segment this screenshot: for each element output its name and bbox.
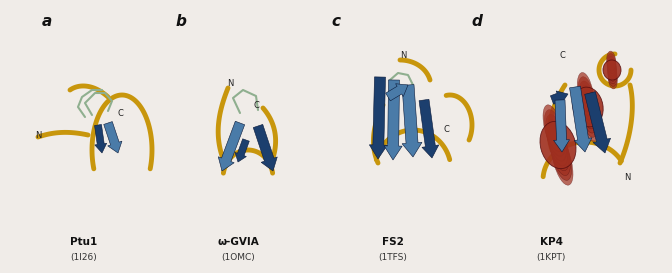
Ellipse shape	[578, 77, 594, 116]
Polygon shape	[570, 86, 592, 152]
Text: C: C	[253, 102, 259, 111]
Text: N: N	[227, 79, 233, 88]
Polygon shape	[386, 84, 408, 101]
Polygon shape	[419, 99, 439, 158]
Ellipse shape	[607, 64, 617, 84]
Ellipse shape	[603, 60, 621, 80]
Text: C: C	[117, 108, 123, 117]
Text: (1TFS): (1TFS)	[379, 254, 407, 262]
Ellipse shape	[548, 124, 569, 171]
Ellipse shape	[608, 66, 617, 86]
Ellipse shape	[608, 69, 618, 89]
Ellipse shape	[547, 119, 568, 166]
Ellipse shape	[573, 87, 603, 127]
Ellipse shape	[550, 129, 571, 176]
Text: N: N	[35, 130, 41, 140]
Text: d: d	[472, 14, 482, 29]
Polygon shape	[253, 124, 278, 171]
Ellipse shape	[577, 73, 593, 112]
Ellipse shape	[580, 89, 597, 129]
Text: c: c	[331, 14, 341, 29]
Ellipse shape	[552, 139, 573, 185]
Ellipse shape	[579, 81, 595, 120]
Polygon shape	[585, 92, 611, 153]
Text: KP4: KP4	[540, 237, 562, 247]
Ellipse shape	[607, 56, 616, 76]
Ellipse shape	[540, 121, 576, 169]
Text: Ptu1: Ptu1	[71, 237, 97, 247]
Text: a: a	[42, 14, 52, 29]
Ellipse shape	[607, 54, 616, 73]
Ellipse shape	[551, 134, 572, 180]
Text: FS2: FS2	[382, 237, 404, 247]
Text: (1I26): (1I26)	[71, 254, 97, 262]
Polygon shape	[550, 91, 568, 104]
Text: ω-GVIA: ω-GVIA	[218, 237, 259, 247]
Ellipse shape	[579, 85, 596, 125]
Polygon shape	[103, 121, 122, 153]
Text: C: C	[559, 51, 565, 60]
Polygon shape	[95, 124, 107, 153]
Ellipse shape	[607, 51, 616, 71]
Text: C: C	[443, 126, 449, 135]
Ellipse shape	[581, 94, 597, 133]
Polygon shape	[235, 139, 249, 162]
Ellipse shape	[607, 61, 617, 81]
Ellipse shape	[546, 114, 566, 161]
Text: b: b	[176, 14, 187, 29]
Text: (1OMC): (1OMC)	[222, 254, 255, 262]
Polygon shape	[218, 121, 245, 171]
Polygon shape	[370, 77, 387, 159]
Ellipse shape	[583, 102, 599, 141]
Text: (1KPT): (1KPT)	[536, 254, 566, 262]
Ellipse shape	[607, 59, 616, 79]
Polygon shape	[402, 85, 422, 157]
Text: N: N	[400, 51, 406, 60]
Polygon shape	[384, 80, 402, 160]
Ellipse shape	[544, 110, 565, 156]
Text: N: N	[624, 173, 630, 182]
Ellipse shape	[543, 105, 564, 152]
Ellipse shape	[582, 98, 598, 137]
Polygon shape	[554, 100, 570, 152]
